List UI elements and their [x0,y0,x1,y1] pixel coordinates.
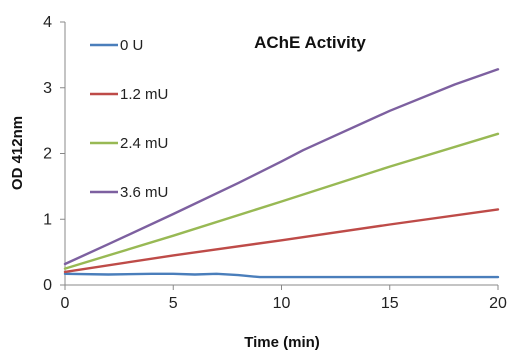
chart-title: AChE Activity [254,33,366,52]
series-lines [63,68,500,279]
y-tick-label: 1 [43,211,52,228]
legend-label-2: 2.4 mU [120,135,168,152]
tick-labels: 0 1 2 3 4 0 5 10 15 20 [43,14,507,312]
x-tick-label: 10 [273,295,291,312]
y-axis-title: OD 412nm [9,116,26,190]
x-tick-label: 5 [169,295,178,312]
series-line-3 [63,68,500,266]
y-tick-label: 0 [43,277,52,294]
x-tick-label: 20 [489,295,507,312]
y-tick-label: 2 [43,146,52,163]
x-tick-label: 0 [61,295,70,312]
legend-label-3: 3.6 mU [120,184,168,201]
x-axis-title: Time (min) [244,334,320,351]
legend-label-0: 0 U [120,37,143,54]
axes [60,21,499,290]
x-tick-label: 15 [381,295,399,312]
y-tick-label: 4 [43,14,52,31]
legend: 0 U 1.2 mU 2.4 mU 3.6 mU [90,37,168,201]
series-line-0 [63,272,500,279]
series-line-1 [63,208,500,274]
legend-label-1: 1.2 mU [120,86,168,103]
series-line-2 [63,132,500,270]
y-tick-label: 3 [43,80,52,97]
